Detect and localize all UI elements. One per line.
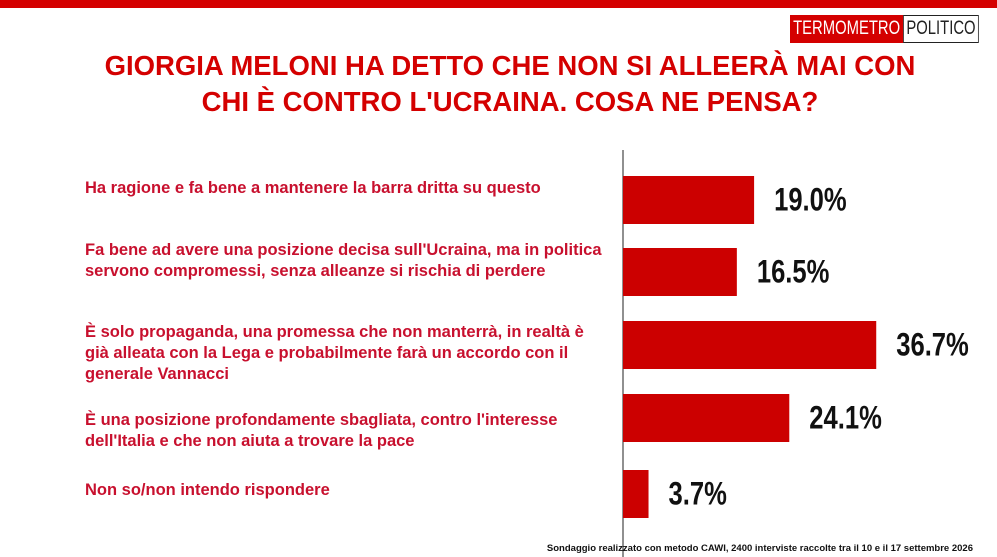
bar	[623, 321, 877, 369]
chart-title: GIORGIA MELONI HA DETTO CHE NON SI ALLEE…	[104, 50, 916, 117]
logo-part: TERMOMETRO	[790, 15, 904, 43]
top-band	[0, 0, 997, 8]
footnote: Sondaggio realizzato con metodo CAWI, 24…	[546, 543, 973, 554]
category-label: Ha ragione e fa bene a mantenere la barr…	[85, 179, 541, 197]
value-label: 16.5%	[757, 255, 830, 290]
category-label: Fa bene ad avere una posizione decisa su…	[85, 241, 602, 280]
value-label: 36.7%	[896, 328, 969, 363]
logo: TERMOMETRO POLITICO	[790, 15, 979, 43]
category-label: È solo propaganda, una promessa che non …	[85, 323, 584, 383]
category-label: È una posizione profondamente sbagliata,…	[85, 411, 558, 450]
value-label: 24.1%	[809, 401, 882, 436]
value-label: 3.7%	[669, 477, 727, 512]
bar	[623, 470, 649, 518]
category-label: Non so/non intendo rispondere	[85, 481, 330, 499]
value-label: 19.0%	[774, 183, 847, 218]
bar	[623, 176, 755, 224]
bar	[623, 248, 737, 296]
bar	[623, 394, 790, 442]
logo-part: POLITICO	[903, 15, 979, 43]
